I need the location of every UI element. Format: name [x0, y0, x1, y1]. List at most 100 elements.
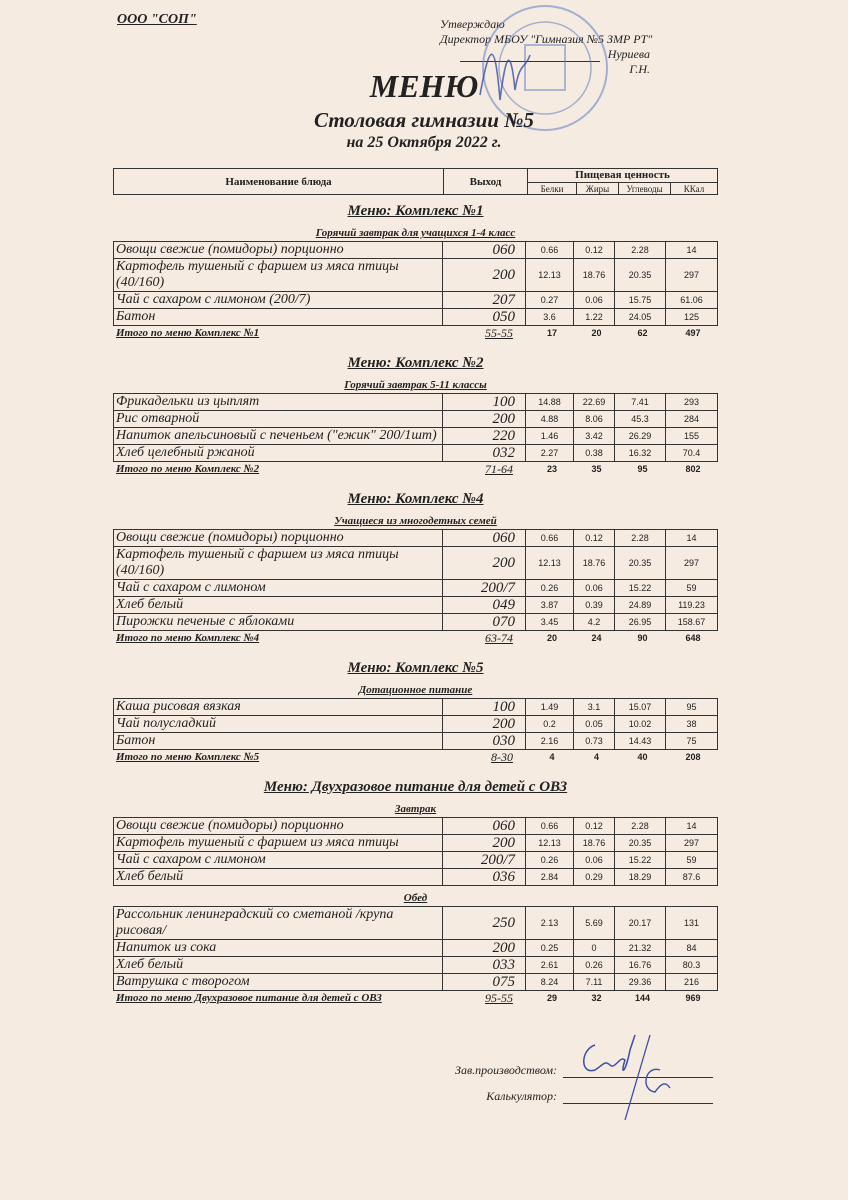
total-carbs: 95 — [637, 464, 648, 474]
dish-carbs: 2.28 — [614, 241, 666, 259]
section-total: Итого по меню Комплекс №1 55-55 17 20 62… — [113, 326, 718, 341]
dish-fat: 7.11 — [573, 973, 615, 991]
dish-kcal: 297 — [665, 258, 718, 292]
dish-protein: 0.26 — [525, 851, 574, 869]
dish-output: 200 — [442, 546, 526, 580]
dish-name: Чай с сахаром с лимоном (200/7) — [113, 291, 443, 309]
total-fat: 32 — [591, 993, 602, 1003]
total-output: 95-55 — [485, 991, 513, 1005]
section-title: Меню: Комплекс №5 — [347, 660, 484, 676]
dish-output: 100 — [442, 393, 526, 411]
dish-fat: 22.69 — [573, 393, 615, 411]
dish-kcal: 14 — [665, 241, 718, 259]
dish-protein: 2.13 — [525, 906, 574, 940]
dish-output: 200 — [442, 939, 526, 957]
dish-fat: 3.42 — [573, 427, 615, 445]
menu-sections: Меню: Комплекс №1 Горячий завтрак для уча… — [113, 201, 718, 1006]
group-title: Дотационное питание — [358, 684, 473, 696]
dish-carbs: 15.07 — [614, 698, 666, 716]
menu-section: Меню: Двухразовое питание для детей с ОВ… — [113, 777, 718, 1006]
dish-protein: 1.49 — [525, 698, 574, 716]
section-title: Меню: Комплекс №4 — [347, 491, 484, 507]
table-row: Картофель тушеный с фаршем из мяса птицы… — [113, 546, 718, 580]
dish-name: Фрикадельки из цыплят — [113, 393, 443, 411]
dish-name: Хлеб целебный ржаной — [113, 444, 443, 462]
dish-name: Напиток из сока — [113, 939, 443, 957]
menu-section: Меню: Комплекс №5 Дотационное питание Каш… — [113, 658, 718, 765]
table-row: Пирожки печеные с яблоками 070 3.45 4.2 … — [113, 613, 718, 631]
dish-fat: 18.76 — [573, 834, 615, 852]
dish-output: 200/7 — [442, 579, 526, 597]
dish-protein: 0.26 — [525, 579, 574, 597]
dish-carbs: 20.17 — [614, 906, 666, 940]
column-output: Выход — [444, 169, 528, 194]
total-fat: 20 — [591, 328, 602, 338]
table-row: Фрикадельки из цыплят 100 14.88 22.69 7.… — [113, 393, 718, 411]
dish-protein: 2.84 — [525, 868, 574, 886]
total-fat: 24 — [591, 633, 602, 643]
dish-name: Каша рисовая вязкая — [113, 698, 443, 716]
dish-fat: 0.06 — [573, 291, 615, 309]
total-kcal: 648 — [685, 633, 701, 643]
table-row: Напиток из сока 200 0.25 0 21.32 84 — [113, 939, 718, 957]
dish-name: Чай с сахаром с лимоном — [113, 851, 443, 869]
menu-table: Рассольник ленинградский со сметаной /кр… — [113, 906, 718, 991]
table-row: Ватрушка с творогом 075 8.24 7.11 29.36 … — [113, 973, 718, 991]
dish-kcal: 75 — [665, 732, 718, 750]
table-header: Наименование блюда Выход Пищевая ценност… — [113, 168, 718, 195]
dish-output: 030 — [442, 732, 526, 750]
dish-carbs: 18.29 — [614, 868, 666, 886]
menu-section: Меню: Комплекс №2 Горячий завтрак 5-11 кл… — [113, 353, 718, 477]
total-carbs: 90 — [637, 633, 648, 643]
dish-name: Хлеб белый — [113, 596, 443, 614]
menu-section: Меню: Комплекс №1 Горячий завтрак для уча… — [113, 201, 718, 341]
total-protein: 20 — [546, 633, 557, 643]
total-fat: 35 — [591, 464, 602, 474]
section-total: Итого по меню Комплекс №2 71-64 23 35 95… — [113, 462, 718, 477]
dish-fat: 0.73 — [573, 732, 615, 750]
dish-kcal: 158.67 — [665, 613, 718, 631]
dish-kcal: 297 — [665, 834, 718, 852]
total-protein: 4 — [549, 752, 555, 762]
menu-table: Овощи свежие (помидоры) порционно 060 0.… — [113, 817, 718, 886]
dish-fat: 0.12 — [573, 529, 615, 547]
dish-protein: 0.2 — [525, 715, 574, 733]
dish-protein: 14.88 — [525, 393, 574, 411]
dish-fat: 0.06 — [573, 579, 615, 597]
dish-output: 207 — [442, 291, 526, 309]
page-title: МЕНЮ — [369, 68, 479, 104]
dish-carbs: 29.36 — [614, 973, 666, 991]
total-protein: 23 — [546, 464, 557, 474]
dish-fat: 0.05 — [573, 715, 615, 733]
dish-protein: 0.66 — [525, 529, 574, 547]
dish-carbs: 20.35 — [614, 834, 666, 852]
table-row: Хлеб белый 033 2.61 0.26 16.76 80.3 — [113, 956, 718, 974]
total-kcal: 497 — [685, 328, 701, 338]
dish-protein: 0.25 — [525, 939, 574, 957]
dish-name: Напиток апельсиновый с печеньем ("ежик" … — [113, 427, 443, 445]
dish-output: 200 — [442, 715, 526, 733]
dish-name: Хлеб белый — [113, 956, 443, 974]
total-carbs: 62 — [637, 328, 648, 338]
dish-carbs: 24.89 — [614, 596, 666, 614]
dish-carbs: 26.29 — [614, 427, 666, 445]
dish-fat: 1.22 — [573, 308, 615, 326]
table-row: Овощи свежие (помидоры) порционно 060 0.… — [113, 241, 718, 259]
menu-table: Овощи свежие (помидоры) порционно 060 0.… — [113, 529, 718, 631]
dish-output: 060 — [442, 529, 526, 547]
group-title: Завтрак — [394, 803, 437, 815]
total-label: Итого по меню Комплекс №5 — [116, 751, 260, 763]
dish-name: Батон — [113, 308, 443, 326]
dish-name: Рассольник ленинградский со сметаной /кр… — [113, 906, 443, 940]
total-protein: 17 — [546, 328, 557, 338]
column-protein: Белки — [528, 183, 577, 195]
section-title: Меню: Двухразовое питание для детей с ОВ… — [263, 779, 568, 795]
dish-output: 075 — [442, 973, 526, 991]
dish-name: Овощи свежие (помидоры) порционно — [113, 241, 443, 259]
dish-kcal: 131 — [665, 906, 718, 940]
approve-name: Нуриева Г.Н. — [607, 47, 650, 76]
total-output: 8-30 — [491, 750, 513, 764]
dish-carbs: 20.35 — [614, 258, 666, 292]
dish-carbs: 15.75 — [614, 291, 666, 309]
total-protein: 29 — [546, 993, 557, 1003]
